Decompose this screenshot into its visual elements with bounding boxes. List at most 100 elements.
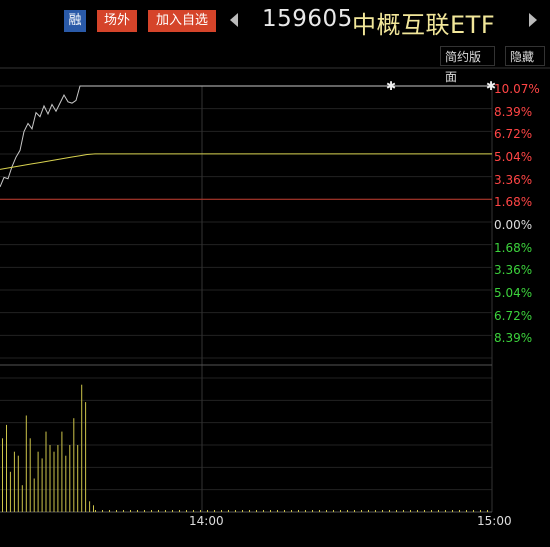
volume-bar — [312, 510, 313, 512]
volume-bar — [137, 510, 138, 512]
y-label-up: 6.72% — [494, 127, 533, 142]
y-label-up: 10.07% — [494, 82, 540, 96]
volume-bar — [417, 510, 418, 512]
volume-bar — [33, 478, 35, 512]
y-label-down: 5.04% — [494, 286, 533, 300]
chart-grid — [0, 67, 550, 513]
volume-bar — [186, 510, 187, 512]
volume-bar — [2, 438, 3, 512]
y-label-down: 1.68% — [494, 240, 533, 255]
volume-bar — [165, 510, 166, 512]
volume-bar — [207, 510, 208, 512]
volume-bar — [347, 510, 348, 512]
volume-bar — [158, 510, 159, 512]
volume-bar — [41, 458, 43, 512]
volume-bar — [193, 510, 194, 512]
volume-bar — [445, 510, 446, 512]
volume-bar — [57, 445, 59, 512]
otc-button[interactable]: 场外 — [97, 10, 137, 32]
y-label-up: 5.04% — [494, 150, 533, 164]
volume-bar — [144, 510, 145, 512]
volume-bar — [487, 510, 488, 512]
volume-bar — [298, 510, 299, 512]
security-name: 中概互联ETF — [352, 11, 496, 39]
volume-bar — [73, 418, 75, 512]
volume-bar — [305, 510, 306, 512]
volume-bar — [452, 510, 453, 512]
volume-bar — [109, 510, 110, 512]
volume-bar — [319, 510, 320, 512]
y-label-down: 8.39% — [494, 331, 533, 346]
volume-bar — [340, 510, 341, 512]
volume-bar — [326, 510, 327, 512]
volume-bar — [25, 415, 27, 512]
y-label-down: 6.72% — [494, 308, 533, 323]
volume-bar — [214, 510, 215, 512]
volume-bar — [480, 510, 481, 512]
volume-bar — [89, 501, 91, 512]
volume-bar — [102, 510, 103, 512]
volume-bar — [13, 451, 15, 512]
volume-bar — [375, 510, 376, 512]
y-label-zero: 0.00% — [494, 218, 533, 232]
limit-up-star-icon: ✱ — [386, 79, 396, 93]
volume-bar — [291, 510, 292, 512]
volume-bar — [77, 445, 79, 512]
volume-bar — [410, 510, 411, 512]
volume-bar — [431, 510, 432, 512]
volume-bar — [361, 510, 362, 512]
simple-layout-button[interactable]: 简约版面 — [440, 46, 495, 84]
volume-bar — [235, 510, 236, 512]
volume-bar — [263, 510, 264, 512]
volume-bar — [151, 510, 152, 512]
volume-bar — [61, 431, 63, 512]
volume-bar — [368, 510, 369, 512]
volume-bar — [85, 402, 87, 512]
volume-bar — [249, 510, 250, 512]
volume-bar — [200, 510, 201, 512]
volume-bar — [284, 510, 285, 512]
volume-bar — [93, 505, 94, 512]
volume-bar — [9, 471, 11, 512]
volume-bar — [81, 384, 83, 512]
volume-bar — [466, 510, 467, 512]
volume-bar — [333, 510, 334, 512]
volume-bar — [37, 451, 39, 512]
volume-bar — [45, 431, 47, 512]
volume-bar — [69, 445, 71, 512]
volume-bar — [256, 510, 257, 512]
volume-bar — [21, 485, 23, 512]
x-tick-1500: 15:00 — [477, 514, 512, 528]
average-price-line — [0, 153, 492, 170]
volume-bar — [228, 510, 229, 512]
volume-bar — [270, 510, 271, 512]
margin-trading-badge[interactable]: 融 — [64, 10, 86, 32]
quote-header: 融 场外 加入自选 159605 中概互联ETF — [0, 0, 550, 44]
previous-stock-arrow-icon[interactable] — [230, 13, 238, 27]
volume-bar — [123, 510, 124, 512]
add-to-watchlist-button[interactable]: 加入自选 — [148, 10, 216, 32]
y-label-down: 3.36% — [494, 263, 533, 278]
volume-bar — [116, 510, 117, 512]
volume-bar — [396, 510, 397, 512]
volume-bar — [172, 510, 173, 512]
security-code: 159605 — [262, 6, 353, 32]
volume-bar — [17, 455, 19, 512]
volume-bar — [95, 510, 96, 512]
price-lines: ✱ ✱ — [0, 79, 496, 188]
volume-bar — [53, 451, 55, 512]
volume-bar — [438, 510, 439, 512]
next-stock-arrow-icon[interactable] — [529, 13, 537, 27]
volume-bar — [389, 510, 390, 512]
volume-bar — [473, 510, 474, 512]
volume-bar — [403, 510, 404, 512]
hide-button[interactable]: 隐藏 — [505, 46, 545, 66]
y-label-up: 1.68% — [494, 195, 533, 210]
y-label-up: 8.39% — [494, 104, 533, 119]
volume-bar — [49, 445, 51, 512]
volume-bar — [221, 510, 222, 512]
volume-bar — [277, 510, 278, 512]
volume-bar — [459, 510, 460, 512]
limit-up-star-icon: ✱ — [486, 79, 496, 93]
